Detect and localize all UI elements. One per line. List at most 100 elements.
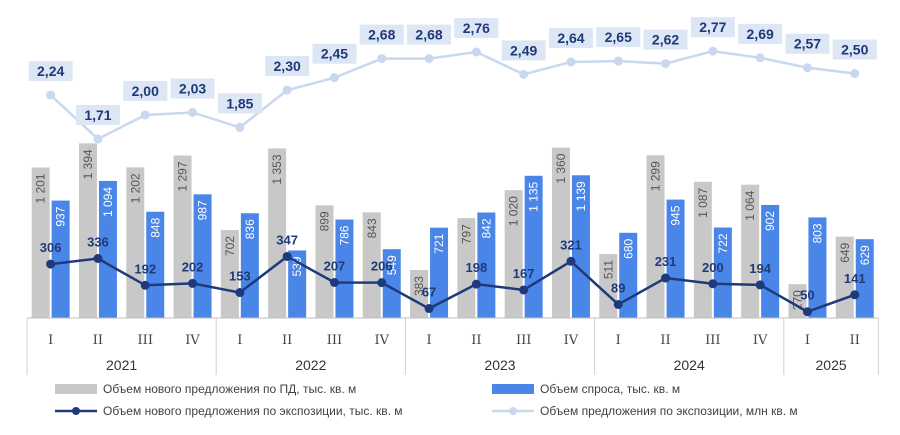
ratio-marker [329,73,339,83]
year-label: 2025 [816,357,847,373]
ratio-marker [519,69,529,79]
ratio-line [49,49,855,141]
ratio-label-box [832,39,877,60]
bar-label-supply-pd: 1 201 [34,173,48,203]
new-exposure-marker [661,273,671,283]
legend-label: Объем нового предложения по экспозиции, … [103,404,403,418]
ratio-label-box [407,24,452,45]
bar-supply-pd [173,155,192,318]
new-exposure-label: 206 [371,259,393,274]
new-exposure-label: 347 [276,232,298,247]
bar-label-demand: 945 [669,205,683,225]
ratio-label: 2,00 [132,83,159,99]
bar-demand [288,250,307,318]
ratio-label: 2,65 [605,29,632,45]
ratio-label: 2,24 [37,63,64,79]
ratio-label-box [217,93,262,114]
x-tick-label: II [471,333,481,348]
x-tick-label: I [426,333,431,348]
bar-label-supply-pd: 649 [838,242,852,262]
x-tick-label: III [327,333,342,348]
x-tick-label: II [850,333,860,348]
bar-supply-pd [31,167,50,318]
ratio-label: 2,68 [415,27,442,43]
ratio-label: 2,50 [841,42,868,58]
new-exposure-label: 321 [560,237,582,252]
bars-layer: 1 201 937 1 394 1 094 1 202 848 1 297 987 702 836… [31,143,874,318]
bar-label-supply-pd: 702 [223,236,237,256]
x-tick-label: I [805,333,810,348]
year-label: 2021 [106,357,137,373]
ratio-marker [802,63,812,73]
bar-label-supply-pd: 1 020 [507,196,521,226]
ratio-marker [140,110,150,120]
ratio-label-box [75,105,120,125]
x-tick-label: II [93,333,103,348]
ratio-marker [424,54,434,64]
bar-label-demand: 629 [858,245,872,265]
ratio-marker [661,59,671,69]
ratio-label: 2,57 [794,36,821,52]
x-tick-label: IV [185,333,200,348]
bar-supply-pd [220,230,239,318]
new-exposure-marker [188,278,198,288]
year-label: 2023 [484,357,515,373]
new-exposure-label: 89 [611,280,625,295]
ratio-marker [850,69,860,79]
ratio-line-layer [46,46,860,144]
ratio-marker [471,47,481,57]
ratio-label: 2,68 [368,27,395,43]
bar-demand [761,204,780,318]
new-exposure-marker [93,254,103,264]
ratio-label: 2,64 [557,30,584,46]
ratio-label-box [359,24,404,45]
bar-demand [335,219,354,318]
bar-demand [571,175,590,318]
bar-demand [477,212,496,318]
year-label: 2024 [674,357,705,373]
legend-label: Объем спроса, тыс. кв. м [540,382,680,396]
legend-item-exposure-total: Объем предложения по экспозиции, млн кв.… [492,404,798,418]
ratio-label: 2,62 [652,32,679,48]
bar-label-demand: 721 [432,233,446,253]
ratio-label: 2,77 [699,19,726,35]
new-exposure-marker [140,280,150,290]
ratio-marker [46,90,56,100]
bar-label-demand: 1 139 [574,181,588,211]
ratio-label: 1,71 [84,107,111,123]
new-exposure-marker [282,251,292,261]
ratio-label-box [123,80,168,101]
bar-label-supply-pd: 1 360 [554,153,568,183]
ratio-marker [93,134,103,144]
ratio-marker [235,122,245,132]
bar-supply-pd [126,167,145,318]
new-exposure-marker [708,279,718,289]
ratio-label-box [170,78,215,99]
ratio-label-box [690,17,735,38]
ratio-label: 2,30 [274,58,301,74]
bar-demand [666,199,685,318]
bar-demand [51,200,70,318]
legend-label: Объем нового предложения по ПД, тыс. кв.… [103,382,356,396]
new-exposure-marker [802,307,812,317]
x-tick-label: I [616,333,621,348]
new-exposure-label: 167 [513,266,535,281]
ratio-marker [708,46,718,56]
x-tick-label: I [48,333,53,348]
new-exposure-marker [850,290,860,300]
bar-label-supply-pd: 383 [412,276,426,296]
new-exposure-label: 336 [87,235,109,250]
bar-demand [240,213,259,318]
bar-label-supply-pd: 1 394 [81,149,95,179]
bar-label-supply-pd: 797 [459,224,473,244]
bar-label-demand: 902 [763,211,777,231]
ratio-marker [377,54,387,64]
ratio-label-box [265,56,310,77]
bar-label-supply-pd: 899 [317,211,331,231]
ratio-label-layer: 2,24 1,71 2,00 2,03 1,85 2,30 2,45 2,68 2,68 2,76… [28,17,877,125]
bar-label-supply-pd: 1 087 [696,187,710,217]
ratio-label: 2,03 [179,80,206,96]
ratio-label-box [501,40,546,61]
bar-supply-pd [78,143,97,318]
bar-label-demand: 836 [243,219,257,239]
